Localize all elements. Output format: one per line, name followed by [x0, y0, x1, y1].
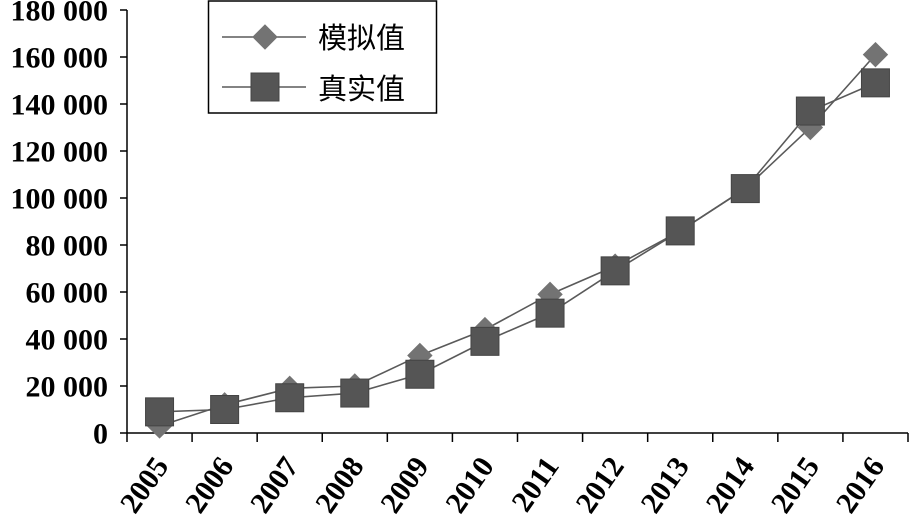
y-tick-label: 80 000 — [26, 230, 109, 263]
x-tick-label-2007: 2007 — [244, 451, 305, 519]
legend-box — [207, 0, 438, 114]
x-tick-label-2013: 2013 — [634, 451, 695, 519]
x-tick-label-2015: 2015 — [765, 451, 826, 519]
x-tick-label-2009: 2009 — [374, 451, 435, 519]
series-layer — [145, 41, 890, 439]
legend-item-series-2: 真实值 — [222, 72, 405, 106]
y-tick-label: 140 000 — [11, 89, 109, 122]
series-2-point-2015 — [795, 96, 825, 126]
series-2-point-2005 — [145, 397, 175, 427]
series-2-point-2014 — [730, 174, 760, 204]
y-tick-label: 160 000 — [11, 42, 109, 75]
x-tick-label-2014: 2014 — [700, 451, 761, 519]
y-tick-label: 40 000 — [26, 324, 109, 357]
y-tick-label: 180 000 — [11, 0, 109, 28]
x-tick-label-2006: 2006 — [179, 451, 240, 519]
series-1-point-2016 — [862, 41, 889, 68]
y-tick-label: 120 000 — [11, 136, 109, 169]
y-tick-label: 100 000 — [11, 183, 109, 216]
y-tick-label: 0 — [93, 418, 108, 451]
series-2-point-2013 — [665, 216, 695, 246]
x-tick-label-2008: 2008 — [309, 451, 370, 519]
series-2-point-2006 — [210, 395, 240, 424]
x-tick-label-2005: 2005 — [114, 451, 175, 519]
x-tick-label-2011: 2011 — [505, 451, 566, 518]
legend: 模拟值 真实值 — [207, 0, 438, 114]
series-2-point-2008 — [340, 378, 370, 408]
series-2-point-2010 — [470, 326, 500, 356]
series-2-point-2009 — [405, 359, 435, 389]
series-2 — [145, 68, 890, 427]
legend-label: 真实值 — [318, 72, 405, 106]
y-axis-ticks: 0 20 000 40 000 60 000 80 000 100 000 120 000 1… — [11, 0, 127, 451]
x-tick-label-2016: 2016 — [830, 451, 891, 519]
legend-item-series-1: 模拟值 — [222, 21, 405, 55]
series-2-point-2007 — [275, 383, 305, 413]
y-tick-label: 60 000 — [26, 277, 109, 310]
series-2-point-2012 — [600, 256, 630, 286]
x-tick-label-2012: 2012 — [569, 451, 630, 519]
series-2-point-2016 — [860, 68, 890, 98]
legend-diamond-marker — [252, 24, 278, 50]
y-tick-label: 20 000 — [26, 371, 109, 404]
series-2-line — [159, 82, 876, 413]
x-axis-ticks: 2005 2006 2007 2008 2009 2010 2011 2012 2013 2014… — [114, 433, 909, 519]
series-2-point-2011 — [535, 298, 565, 328]
x-tick-label-2010: 2010 — [439, 451, 500, 519]
legend-square-marker — [250, 72, 280, 102]
legend-label: 模拟值 — [318, 21, 405, 55]
